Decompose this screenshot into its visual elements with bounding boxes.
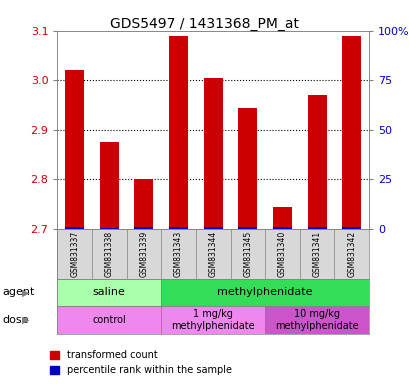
Text: dose: dose bbox=[2, 315, 29, 325]
Bar bbox=[265, 306, 368, 334]
Text: agent: agent bbox=[2, 288, 34, 298]
Bar bbox=[169, 36, 188, 229]
Bar bbox=[238, 108, 257, 229]
Bar bbox=[99, 227, 119, 229]
Bar bbox=[161, 306, 265, 334]
Bar bbox=[203, 78, 222, 229]
Bar bbox=[99, 142, 119, 229]
Text: ▶: ▶ bbox=[22, 315, 29, 325]
Text: GSM831344: GSM831344 bbox=[208, 231, 217, 277]
Bar bbox=[169, 227, 188, 229]
Text: GSM831340: GSM831340 bbox=[277, 231, 286, 277]
Bar bbox=[307, 95, 326, 229]
Text: control: control bbox=[92, 315, 126, 325]
Text: GSM831337: GSM831337 bbox=[70, 231, 79, 277]
Bar bbox=[203, 227, 222, 229]
Bar bbox=[65, 70, 84, 229]
Text: GSM831343: GSM831343 bbox=[174, 231, 183, 277]
Text: methylphenidate: methylphenidate bbox=[217, 288, 312, 298]
Legend: transformed count, percentile rank within the sample: transformed count, percentile rank withi… bbox=[46, 346, 236, 379]
Bar bbox=[57, 278, 161, 306]
Bar bbox=[134, 227, 153, 229]
Bar bbox=[272, 207, 291, 229]
Text: GSM831339: GSM831339 bbox=[139, 231, 148, 277]
Text: ▶: ▶ bbox=[22, 288, 29, 298]
Bar bbox=[307, 227, 326, 229]
Text: 10 mg/kg
methylphenidate: 10 mg/kg methylphenidate bbox=[274, 310, 358, 331]
Bar bbox=[57, 306, 161, 334]
Text: GSM831342: GSM831342 bbox=[346, 231, 355, 277]
Bar bbox=[238, 227, 257, 229]
Text: GSM831341: GSM831341 bbox=[312, 231, 321, 277]
Bar bbox=[65, 227, 84, 229]
Text: GSM831338: GSM831338 bbox=[105, 231, 114, 277]
Bar bbox=[272, 227, 291, 229]
Bar bbox=[161, 278, 368, 306]
Bar bbox=[342, 227, 360, 229]
Text: saline: saline bbox=[93, 288, 126, 298]
Bar bbox=[134, 179, 153, 229]
Text: 1 mg/kg
methylphenidate: 1 mg/kg methylphenidate bbox=[171, 310, 254, 331]
Bar bbox=[342, 36, 360, 229]
Text: GDS5497 / 1431368_PM_at: GDS5497 / 1431368_PM_at bbox=[110, 17, 299, 31]
Text: GSM831345: GSM831345 bbox=[243, 231, 252, 277]
